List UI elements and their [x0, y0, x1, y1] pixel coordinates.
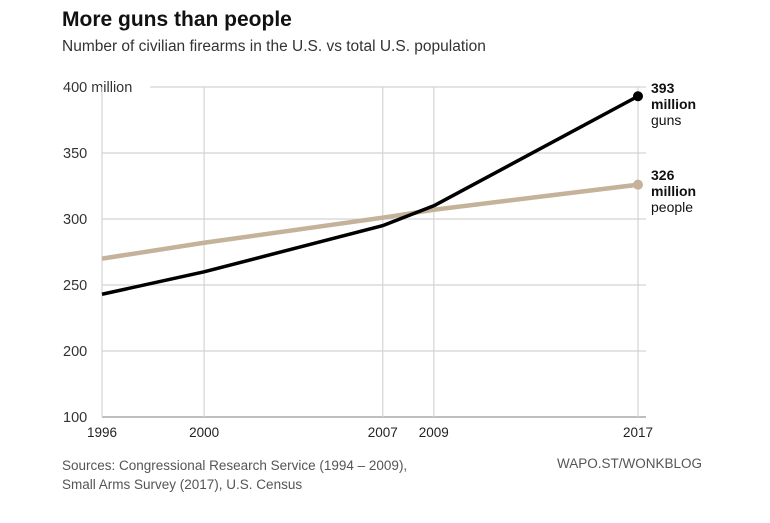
chart-subtitle: Number of civilian firearms in the U.S. … — [62, 38, 486, 55]
guns-line — [101, 94, 639, 296]
guns-endpoint — [633, 91, 643, 102]
sources: Sources: Congressional Research Service … — [62, 456, 407, 494]
people-unit: million — [651, 183, 697, 199]
x-tick-label: 2007 — [368, 425, 398, 440]
x-tick-label: 2009 — [419, 425, 449, 440]
y-tick-label: 100 — [63, 410, 87, 426]
y-tick-label: 250 — [63, 278, 87, 294]
y-tick-label: 400 million — [63, 80, 132, 96]
chart-title: More guns than people — [62, 8, 292, 31]
people-value: 326 — [651, 167, 675, 183]
guns-unit: million — [651, 96, 697, 112]
x-tick-label: 2017 — [623, 425, 653, 440]
y-tick-label: 300 — [63, 212, 87, 228]
sources-line-2: Small Arms Survey (2017), U.S. Census — [62, 477, 303, 492]
y-tick-label: 350 — [63, 146, 87, 162]
people-endpoint — [633, 179, 643, 190]
x-tick-label: 2000 — [189, 425, 219, 440]
people-annotation: 326 million people — [651, 167, 696, 215]
guns-value: 393 — [651, 80, 675, 96]
sources-line-1: Sources: Congressional Research Service … — [62, 458, 408, 473]
y-tick-label: 200 — [63, 344, 87, 360]
x-tick-label: 1996 — [87, 425, 117, 440]
guns-label: guns — [651, 112, 682, 128]
people-label: people — [651, 199, 694, 215]
guns-annotation: 393 million guns — [651, 80, 696, 128]
credit: WAPO.ST/WONKBLOG — [557, 456, 703, 471]
people-line — [101, 182, 639, 261]
